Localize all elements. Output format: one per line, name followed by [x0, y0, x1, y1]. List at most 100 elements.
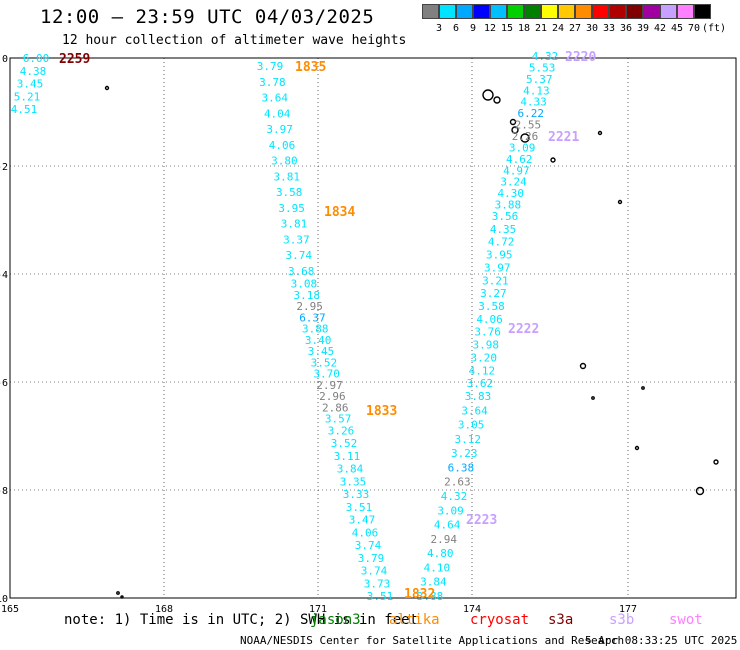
- pass-time-label: 2221: [548, 130, 579, 145]
- wave-height-label: 3.84: [420, 576, 447, 589]
- wave-height-label: 3.95: [278, 202, 305, 215]
- legend-swatch: [609, 4, 626, 19]
- legend-swatch: [694, 4, 711, 19]
- wave-height-label: 3.76: [474, 326, 501, 339]
- wave-height-label: 3.58: [276, 186, 303, 199]
- wave-height-label: 3.83: [465, 390, 492, 403]
- y-axis-label: 0: [2, 54, 8, 65]
- legend-tick-label: 36: [619, 23, 633, 34]
- legend-unit: (ft): [702, 23, 727, 34]
- island-outline: [617, 199, 623, 205]
- legend-tick-label: 3: [435, 23, 443, 34]
- wave-height-label: 2.63: [444, 476, 471, 489]
- legend-swatch: [643, 4, 660, 19]
- wave-height-label: 3.05: [458, 419, 485, 432]
- legend-swatch: [541, 4, 558, 19]
- island-outline: [634, 445, 640, 451]
- legend-swatch: [626, 4, 643, 19]
- wave-height-label: 3.74: [355, 539, 382, 552]
- wave-height-label: 3.70: [313, 368, 340, 381]
- wave-height-label: 3.73: [364, 577, 391, 590]
- x-axis-label: 174: [463, 604, 481, 615]
- legend-tick-label: 42: [653, 23, 667, 34]
- x-axis-label: 171: [309, 604, 327, 615]
- wave-height-label: 5.21: [14, 90, 41, 103]
- wave-height-label: 6.22: [517, 107, 544, 120]
- wave-height-label: 4.30: [497, 187, 524, 200]
- island-outline: [482, 89, 494, 101]
- x-axis-label: 168: [155, 604, 173, 615]
- wave-height-label: 3.98: [472, 339, 499, 352]
- wave-height-label: 4.32: [441, 490, 468, 503]
- legend-tick-label: 6: [452, 23, 460, 34]
- wave-height-label: 4.97: [503, 164, 530, 177]
- wave-height-label: 3.45: [17, 78, 44, 91]
- wave-height-label: 4.38: [20, 65, 47, 78]
- wave-height-label: 2.97: [316, 379, 343, 392]
- pass-time-label: 1834: [324, 205, 355, 220]
- wave-height-label: 4.72: [488, 236, 515, 249]
- pass-time-label: 2222: [508, 322, 539, 337]
- pass-time-label: 2223: [466, 513, 497, 528]
- wave-height-label: 4.13: [523, 84, 550, 97]
- wave-height-label: 5.53: [529, 61, 556, 74]
- satellite-label-cryosat: cryosat: [470, 612, 530, 628]
- island-outline: [520, 133, 530, 143]
- wave-height-label: 3.97: [484, 261, 511, 274]
- wave-height-label: 3.88: [302, 323, 329, 336]
- legend-tick-label: 18: [517, 23, 531, 34]
- wave-height-label: 2.86: [322, 401, 349, 414]
- wave-height-label: 6.38: [448, 461, 475, 474]
- legend-tick-label: 24: [551, 23, 565, 34]
- legend-swatch: [660, 4, 677, 19]
- wave-height-label: 3.64: [461, 404, 488, 417]
- wave-height-label: 4.04: [264, 107, 291, 120]
- wave-height-label: 3.52: [331, 437, 358, 450]
- legend-tick-label: 30: [585, 23, 599, 34]
- wave-height-label: 3.81: [281, 218, 308, 231]
- legend-swatch: [439, 4, 456, 19]
- legend-swatch: [456, 4, 473, 19]
- pass-time-label: 1832: [404, 587, 435, 602]
- wave-height-label: 3.47: [349, 514, 376, 527]
- wave-height-label: 3.51: [367, 590, 394, 603]
- wave-height-label: 3.58: [478, 300, 505, 313]
- legend-swatch: [592, 4, 609, 19]
- legend-tick-label: 12: [483, 23, 497, 34]
- legend-swatch: [524, 4, 541, 19]
- wave-height-label: 3.97: [266, 123, 293, 136]
- wave-height-label: 3.35: [340, 475, 367, 488]
- timestamp: 5 Apr 08:33:25 UTC 2025: [585, 634, 738, 647]
- wave-height-label: 6.00: [23, 52, 50, 65]
- wave-height-label: 3.08: [291, 278, 318, 291]
- wave-height-label: 4.06: [269, 139, 296, 152]
- legend-swatch: [507, 4, 524, 19]
- wave-height-label: 4.10: [424, 561, 451, 574]
- legend-swatch: [422, 4, 439, 19]
- legend-swatch: [558, 4, 575, 19]
- wave-height-label: 3.45: [308, 345, 335, 358]
- legend-tick-label: 21: [534, 23, 548, 34]
- wave-height-label: 3.18: [294, 289, 321, 302]
- island-outline: [713, 459, 719, 465]
- wave-height-label: 3.27: [480, 287, 507, 300]
- wave-height-label: 4.33: [520, 96, 547, 109]
- x-axis-label: 177: [619, 604, 637, 615]
- y-axis-label: -6: [0, 378, 8, 389]
- legend-tick-label: 39: [636, 23, 650, 34]
- wave-height-label: 4.32: [532, 50, 559, 63]
- wave-height-label: 4.35: [490, 223, 517, 236]
- wave-height-label: 3.09: [437, 504, 464, 517]
- wave-height-label: 3.40: [305, 334, 332, 347]
- island-outline: [493, 96, 501, 104]
- island-outline: [104, 85, 110, 91]
- x-axis-label: 165: [1, 604, 19, 615]
- wave-height-label: 3.20: [471, 351, 498, 364]
- island-outline: [591, 396, 595, 400]
- wave-height-label: 3.81: [274, 170, 301, 183]
- wave-height-label: 3.33: [343, 488, 370, 501]
- pass-time-label: 1835: [295, 60, 326, 75]
- wave-height-label: 5.37: [526, 73, 553, 86]
- note-text: note: 1) Time is in UTC; 2) SWH is in fe…: [64, 612, 419, 628]
